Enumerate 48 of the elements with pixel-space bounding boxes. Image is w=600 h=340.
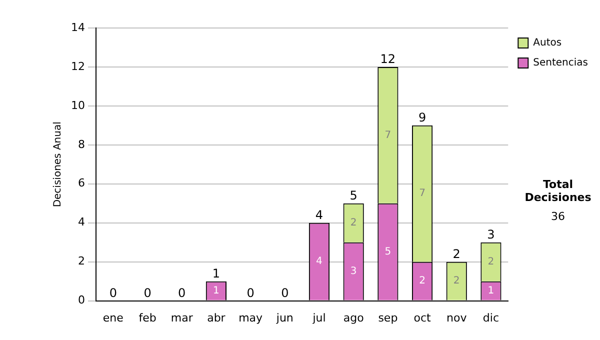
y-tick-label: 2	[78, 254, 85, 268]
total-label: 0	[144, 286, 152, 300]
total-label: 2	[452, 246, 460, 261]
x-tick-label: ene	[102, 311, 124, 324]
x-tick-label: ago	[343, 311, 364, 324]
total-label: 1	[212, 266, 220, 280]
x-tick-label: may	[238, 311, 264, 324]
y-tick-label: 4	[78, 216, 85, 229]
data-label: 3	[350, 266, 357, 277]
data-label: 5	[384, 246, 392, 258]
data-label: 7	[384, 130, 392, 141]
legend-label: Sentencias	[533, 58, 588, 69]
x-tick-label: jun	[275, 311, 294, 324]
total-label: 4	[315, 208, 324, 222]
total-label: 0	[281, 286, 289, 300]
total-label: 0	[246, 286, 254, 300]
x-tick-label: jul	[312, 311, 326, 324]
x-tick-label: abr	[207, 311, 226, 324]
x-tick-label: feb	[138, 311, 156, 324]
total-label: 3	[487, 227, 495, 242]
total-label: 5	[350, 188, 358, 202]
data-label: 2	[453, 276, 460, 287]
data-label: 4	[316, 256, 322, 268]
total-label: 0	[109, 286, 117, 300]
data-label: 1	[213, 285, 220, 296]
y-tick-label: 0	[78, 294, 85, 307]
y-tick-label: 14	[70, 20, 85, 34]
data-label: 2	[350, 217, 357, 228]
data-label: 1	[488, 285, 494, 296]
total-label: 0	[178, 286, 186, 300]
text: 36	[550, 210, 566, 223]
text: Total Decisiones	[524, 178, 592, 204]
y-axis-title: Decisiones Anual	[52, 122, 64, 208]
data-label: 2	[419, 276, 426, 287]
y-tick-label: 12	[70, 60, 85, 73]
x-tick-label: nov	[446, 311, 468, 324]
total-label: 9	[418, 110, 426, 125]
y-tick-label: 6	[78, 176, 85, 190]
x-tick-label: sep	[378, 311, 398, 324]
total-label: 12	[380, 52, 396, 66]
x-tick-label: oct	[414, 311, 432, 324]
y-tick-label: 10	[70, 98, 85, 112]
x-tick-label: mar	[170, 311, 194, 324]
legend-label: Autos	[533, 38, 562, 49]
x-tick-label: dic	[482, 311, 500, 324]
y-tick-label: 8	[78, 138, 85, 151]
data-label: 2	[488, 256, 494, 268]
data-label: 7	[419, 188, 426, 200]
